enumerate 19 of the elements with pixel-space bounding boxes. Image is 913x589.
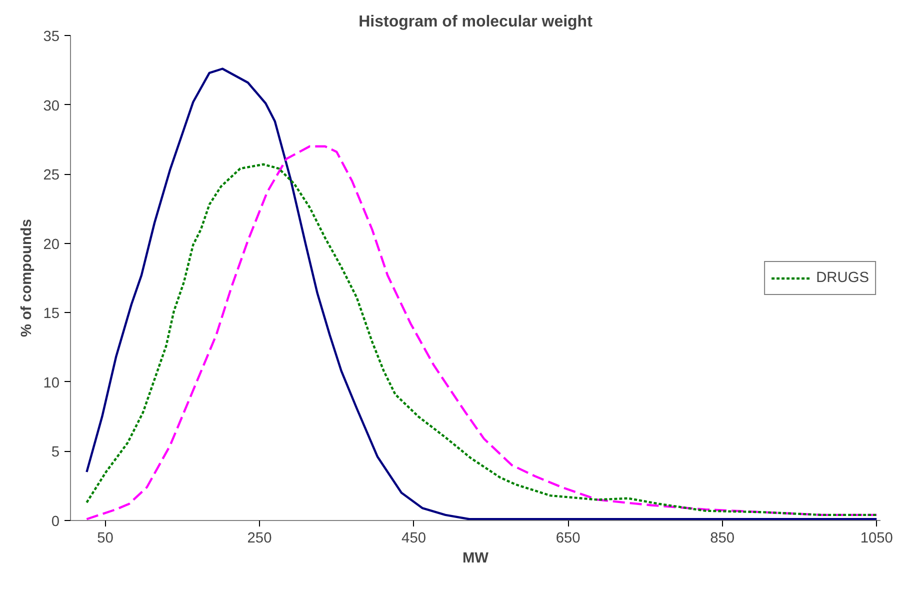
legend-label: DRUGS bbox=[816, 270, 869, 286]
y-tick-label: 0 bbox=[51, 514, 60, 530]
y-tick-label: 5 bbox=[51, 444, 60, 461]
y-tick-label: 15 bbox=[43, 306, 60, 322]
x-tick-label: 450 bbox=[402, 530, 426, 546]
x-axis-title: MW bbox=[462, 550, 489, 566]
line-series bbox=[86, 68, 878, 520]
y-tick-label: 20 bbox=[43, 236, 60, 253]
y-tick-label: 30 bbox=[43, 98, 60, 114]
y-axis-title: % of compounds bbox=[19, 218, 36, 338]
x-tick-label: 50 bbox=[97, 530, 114, 546]
x-tick-label: 250 bbox=[247, 530, 272, 546]
x-tick-label: 650 bbox=[556, 530, 580, 546]
chart-title: Histogram of molecular weight bbox=[358, 14, 594, 30]
x-tick-label: 1050 bbox=[860, 530, 893, 546]
y-tick-label: 10 bbox=[43, 375, 60, 392]
y-tick-label: 25 bbox=[43, 168, 60, 184]
x-tick-label: 850 bbox=[710, 530, 735, 546]
y-tick-label: 35 bbox=[43, 29, 60, 45]
